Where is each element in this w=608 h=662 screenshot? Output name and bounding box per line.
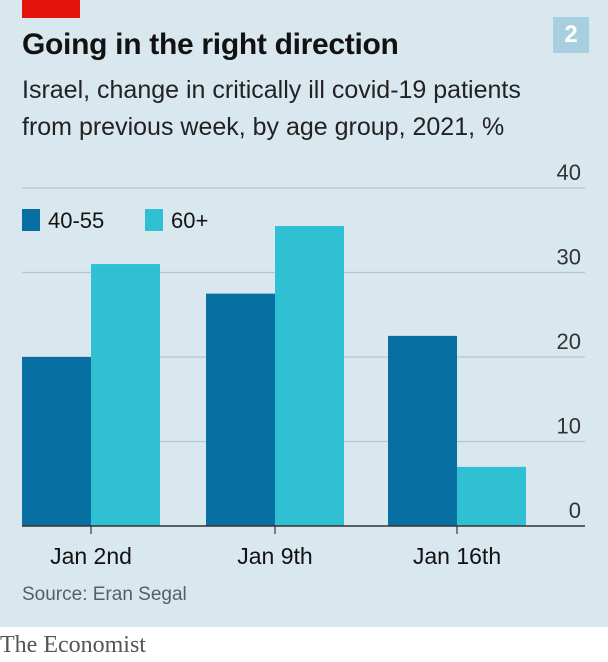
x-category-label: Jan 16th xyxy=(413,543,501,569)
bar-age-60-plus-1 xyxy=(275,226,344,526)
y-tick-label: 20 xyxy=(557,329,581,354)
bars xyxy=(22,226,526,526)
brand-red-tab xyxy=(22,0,80,18)
source-note: Source: Eran Segal xyxy=(22,584,187,605)
y-tick-label: 0 xyxy=(569,498,581,523)
y-tick-label: 40 xyxy=(557,160,581,185)
chart-title: Going in the right direction xyxy=(22,28,399,61)
bar-age-40-55-0 xyxy=(22,357,91,526)
chart-subtitle: Israel, change in critically ill covid-1… xyxy=(22,76,521,141)
legend: 40-55 60+ xyxy=(22,208,208,233)
legend-label: 40-55 xyxy=(48,208,104,233)
x-category-label: Jan 9th xyxy=(237,543,312,569)
legend-label: 60+ xyxy=(171,208,208,233)
legend-swatch xyxy=(145,209,163,231)
legend-swatch xyxy=(22,209,40,231)
x-axis-labels: Jan 2nd Jan 9th Jan 16th xyxy=(50,526,501,569)
chart-number-badge: 2 xyxy=(553,17,589,53)
y-axis-ticks: 0 10 20 30 40 xyxy=(557,160,581,523)
economist-logo: The Economist xyxy=(0,632,146,658)
bar-age-60-plus-0 xyxy=(91,264,160,526)
bar-age-60-plus-2 xyxy=(457,466,526,526)
y-tick-label: 10 xyxy=(557,414,581,439)
bar-age-40-55-1 xyxy=(206,293,275,526)
bar-age-40-55-2 xyxy=(388,335,457,526)
y-tick-label: 30 xyxy=(557,245,581,270)
x-category-label: Jan 2nd xyxy=(50,543,132,569)
bar-chart: 0 10 20 30 40 Jan 2nd Jan 9th Jan 16th 40-55 60… xyxy=(22,160,585,569)
